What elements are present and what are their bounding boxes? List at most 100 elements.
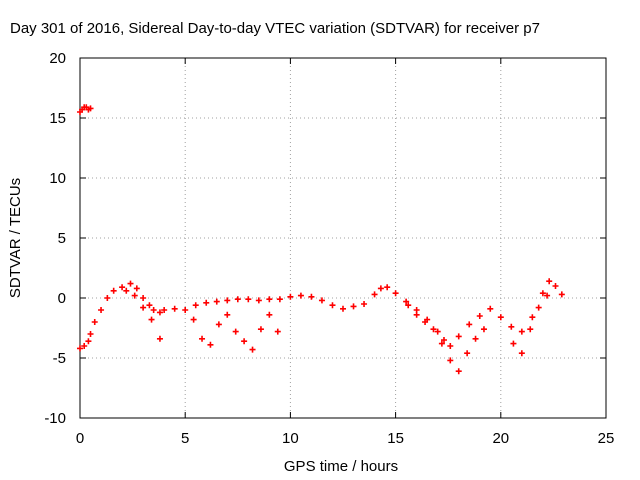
data-point bbox=[518, 328, 525, 335]
data-point bbox=[127, 280, 134, 287]
data-point bbox=[104, 295, 111, 301]
data-point bbox=[171, 305, 178, 312]
data-point bbox=[287, 293, 294, 300]
data-point bbox=[510, 340, 517, 347]
data-points bbox=[77, 104, 565, 375]
data-point bbox=[150, 307, 157, 313]
x-axis-tick-labels: 0 5 10 15 20 25 bbox=[76, 430, 615, 447]
data-point bbox=[119, 284, 126, 291]
data-point bbox=[215, 321, 222, 328]
data-point bbox=[87, 105, 94, 112]
data-point bbox=[266, 296, 273, 303]
y-tick-label: -10 bbox=[44, 410, 66, 427]
data-point bbox=[455, 333, 462, 340]
data-point bbox=[472, 335, 479, 342]
data-point bbox=[518, 350, 525, 357]
data-point bbox=[430, 326, 437, 333]
data-point bbox=[85, 338, 92, 345]
data-point bbox=[87, 331, 94, 337]
data-point bbox=[140, 295, 147, 301]
data-point bbox=[276, 296, 283, 303]
data-point bbox=[274, 328, 281, 335]
data-point bbox=[241, 338, 248, 345]
data-point bbox=[318, 297, 325, 304]
data-point bbox=[464, 350, 471, 357]
plot-frame bbox=[79, 57, 607, 419]
data-point bbox=[422, 319, 429, 325]
data-point bbox=[245, 296, 252, 303]
data-point bbox=[371, 291, 378, 298]
data-point bbox=[213, 298, 220, 305]
data-point bbox=[203, 299, 210, 306]
data-point bbox=[257, 326, 264, 333]
data-point bbox=[182, 307, 189, 313]
data-point bbox=[297, 292, 304, 299]
data-point bbox=[308, 293, 315, 300]
x-tick-label: 20 bbox=[492, 430, 509, 447]
data-point bbox=[466, 321, 473, 328]
data-point bbox=[544, 292, 551, 299]
data-point bbox=[497, 314, 504, 321]
x-axis-label: GPS time / hours bbox=[284, 458, 398, 475]
y-axis-tick-labels: -10 -5 0 5 10 15 20 bbox=[44, 50, 66, 427]
x-tick-label: 5 bbox=[181, 430, 189, 447]
data-point bbox=[224, 311, 231, 318]
y-tick-label: 10 bbox=[49, 170, 66, 187]
x-tick-label: 25 bbox=[598, 430, 615, 447]
data-point bbox=[508, 323, 515, 330]
y-tick-label: 0 bbox=[58, 290, 66, 307]
data-point bbox=[190, 316, 197, 323]
data-point bbox=[77, 345, 83, 352]
y-tick-label: -5 bbox=[53, 350, 66, 367]
data-point bbox=[224, 297, 231, 304]
data-point bbox=[455, 368, 462, 375]
data-point bbox=[192, 302, 199, 309]
data-point bbox=[91, 319, 98, 325]
data-point bbox=[81, 343, 88, 349]
data-point bbox=[266, 311, 273, 318]
x-tick-label: 0 bbox=[76, 430, 84, 447]
data-point bbox=[140, 304, 147, 311]
data-point bbox=[148, 316, 155, 323]
data-point bbox=[131, 292, 138, 299]
data-point bbox=[234, 296, 241, 303]
data-point bbox=[329, 302, 336, 309]
data-point bbox=[438, 340, 445, 347]
y-tick-label: 15 bbox=[49, 110, 66, 127]
data-point bbox=[350, 303, 357, 310]
data-point bbox=[123, 287, 130, 294]
data-point bbox=[440, 337, 447, 343]
data-point bbox=[199, 335, 206, 342]
data-point bbox=[539, 290, 546, 297]
data-point bbox=[476, 313, 483, 319]
data-point bbox=[156, 335, 163, 342]
x-tick-label: 10 bbox=[282, 430, 299, 447]
data-point bbox=[558, 291, 565, 298]
grid-lines bbox=[80, 58, 606, 418]
data-point bbox=[392, 290, 399, 297]
data-point bbox=[207, 341, 214, 348]
data-point bbox=[434, 328, 441, 335]
axis-ticks bbox=[79, 57, 607, 419]
data-point bbox=[161, 307, 168, 313]
data-point bbox=[487, 305, 494, 312]
data-point bbox=[403, 298, 410, 305]
x-tick-label: 15 bbox=[387, 430, 404, 447]
data-point bbox=[361, 301, 368, 307]
data-point bbox=[447, 343, 454, 349]
y-axis-label: SDTVAR / TECUs bbox=[7, 178, 24, 298]
data-point bbox=[249, 346, 256, 353]
data-point bbox=[340, 305, 346, 312]
y-tick-label: 5 bbox=[58, 230, 66, 247]
data-point bbox=[546, 278, 553, 285]
data-point bbox=[232, 328, 239, 335]
data-point bbox=[527, 326, 534, 333]
y-tick-label: 20 bbox=[49, 50, 66, 67]
data-point bbox=[405, 302, 412, 309]
data-point bbox=[552, 283, 559, 289]
data-point bbox=[133, 285, 140, 292]
data-point bbox=[146, 302, 153, 309]
data-point bbox=[98, 307, 105, 313]
data-point bbox=[529, 314, 536, 321]
